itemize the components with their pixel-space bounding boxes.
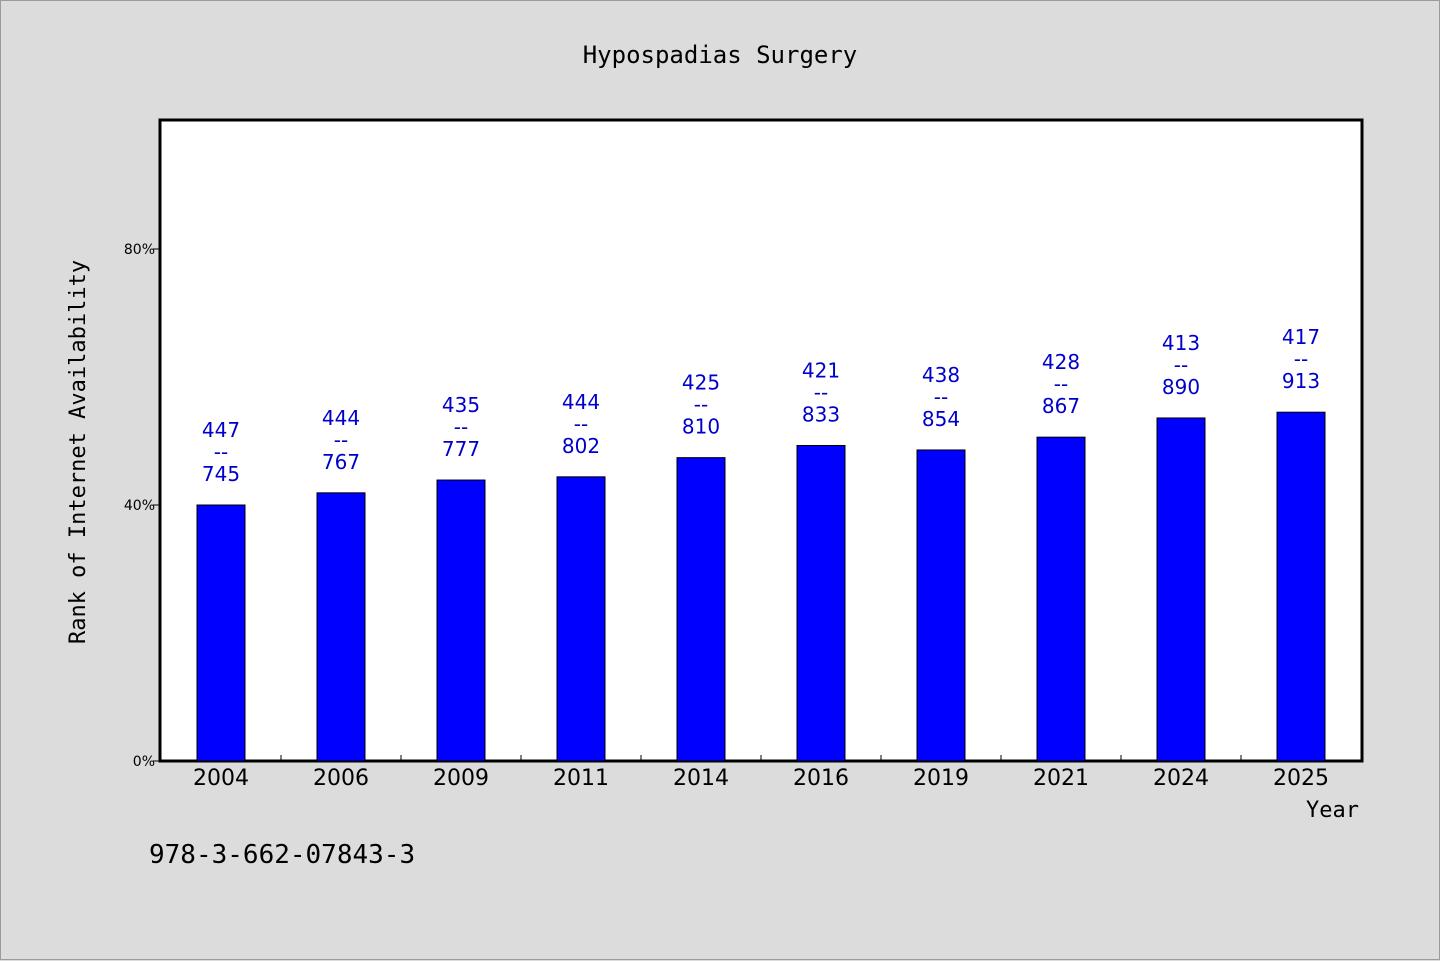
isbn-text: 978-3-662-07843-3: [149, 840, 415, 870]
x-tick-label: 2009: [433, 766, 489, 791]
y-tick-label: 40%: [124, 498, 155, 514]
data-label-rank: 435: [442, 393, 480, 417]
y-axis-label: Rank of Internet Availability: [66, 260, 91, 644]
bar: [1156, 417, 1206, 762]
data-label-separator: --: [334, 428, 348, 452]
data-label-total: 745: [202, 462, 240, 486]
data-label-rank: 438: [922, 363, 960, 387]
data-label-total: 913: [1282, 369, 1320, 393]
x-tick-label: 2014: [673, 766, 729, 791]
data-label-total: 810: [682, 415, 720, 439]
x-tick-label: 2011: [553, 766, 609, 791]
bar: [1036, 436, 1086, 762]
data-label-separator: --: [1174, 353, 1188, 377]
bar: [796, 444, 846, 762]
x-tick-label: 2024: [1153, 766, 1209, 791]
data-label-rank: 417: [1282, 325, 1320, 349]
data-label-separator: --: [214, 440, 228, 464]
data-label-rank: 447: [202, 418, 240, 442]
chart-title: Hypospadias Surgery: [583, 41, 858, 69]
data-label-separator: --: [574, 412, 588, 436]
data-label-rank: 425: [682, 371, 720, 395]
bar: [916, 449, 966, 762]
x-tick-label: 2006: [313, 766, 369, 791]
data-label-total: 833: [802, 402, 840, 426]
data-label-rank: 444: [322, 406, 360, 430]
y-tick-label: 0%: [133, 754, 155, 770]
data-label-rank: 444: [562, 390, 600, 414]
x-axis-label: Year: [1306, 798, 1359, 823]
data-label-total: 767: [322, 450, 360, 474]
bar: [196, 504, 246, 762]
y-axis-ticks: 0% 40% 80%: [124, 242, 161, 770]
x-tick-label: 2019: [913, 766, 969, 791]
x-tick-label: 2004: [193, 766, 249, 791]
x-axis-ticks: 2004 2006 2009 2011 2014 2016 2019 2021 2024 2025: [193, 755, 1329, 791]
data-label-rank: 413: [1162, 331, 1200, 355]
data-label-total: 854: [922, 407, 960, 431]
data-label-separator: --: [934, 385, 948, 409]
data-label-rank: 428: [1042, 350, 1080, 374]
data-label-separator: --: [814, 380, 828, 404]
bar: [436, 479, 486, 762]
x-tick-label: 2025: [1273, 766, 1329, 791]
bars: [196, 411, 1326, 762]
bar: [1276, 411, 1326, 762]
data-label-separator: --: [1294, 347, 1308, 371]
data-label-separator: --: [454, 415, 468, 439]
data-labels: 447--745444--767435--777444--802425--810…: [202, 325, 1320, 486]
x-tick-label: 2016: [793, 766, 849, 791]
data-label-total: 867: [1042, 394, 1080, 418]
bar: [316, 492, 366, 762]
bar: [556, 476, 606, 762]
data-label-total: 890: [1162, 375, 1200, 399]
bar: [676, 457, 726, 762]
x-tick-label: 2021: [1033, 766, 1089, 791]
data-label-separator: --: [1054, 372, 1068, 396]
data-label-rank: 421: [802, 358, 840, 382]
data-label-total: 777: [442, 437, 480, 461]
data-label-total: 802: [562, 434, 600, 458]
data-label-separator: --: [694, 393, 708, 417]
y-tick-label: 80%: [124, 242, 155, 258]
